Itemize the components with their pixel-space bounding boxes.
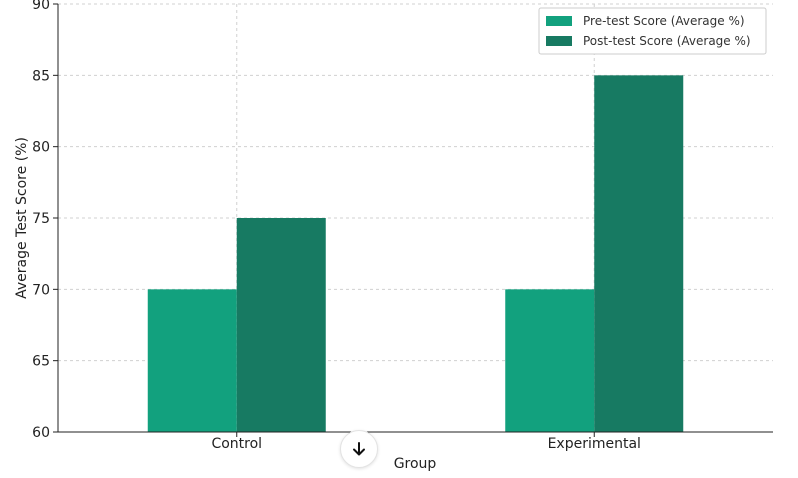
x-tick-label: Experimental <box>548 436 641 452</box>
legend-label-post: Post-test Score (Average %) <box>583 34 751 48</box>
y-tick-label: 85 <box>32 68 50 84</box>
bar-post-experimental <box>594 75 684 432</box>
y-tick-label: 80 <box>32 140 50 156</box>
legend-label-pre: Pre-test Score (Average %) <box>583 14 745 28</box>
bar-pre-experimental <box>505 289 595 432</box>
y-tick-label: 65 <box>32 354 50 370</box>
x-tick-label: Control <box>211 436 262 452</box>
bars-layer <box>147 75 684 432</box>
arrow-down-icon <box>353 442 365 456</box>
bar-post-control <box>236 218 326 432</box>
legend-swatch-pre <box>546 16 572 26</box>
y-tick-label: 70 <box>32 282 50 298</box>
y-axis-title: Average Test Score (%) <box>14 137 30 299</box>
y-tick-label: 60 <box>32 425 50 441</box>
bar-pre-control <box>147 289 237 432</box>
x-ticks: Control Experimental <box>211 432 641 452</box>
legend-box <box>538 7 767 55</box>
y-tick-label: 75 <box>32 211 50 227</box>
x-axis-title: Group <box>394 456 437 472</box>
y-tick-label: 90 <box>32 0 50 13</box>
legend: Pre-test Score (Average %) Post-test Sco… <box>538 7 767 55</box>
y-ticks: 60 65 70 75 80 85 90 <box>32 0 58 441</box>
legend-swatch-post <box>546 36 572 46</box>
scroll-down-button[interactable] <box>340 430 378 468</box>
